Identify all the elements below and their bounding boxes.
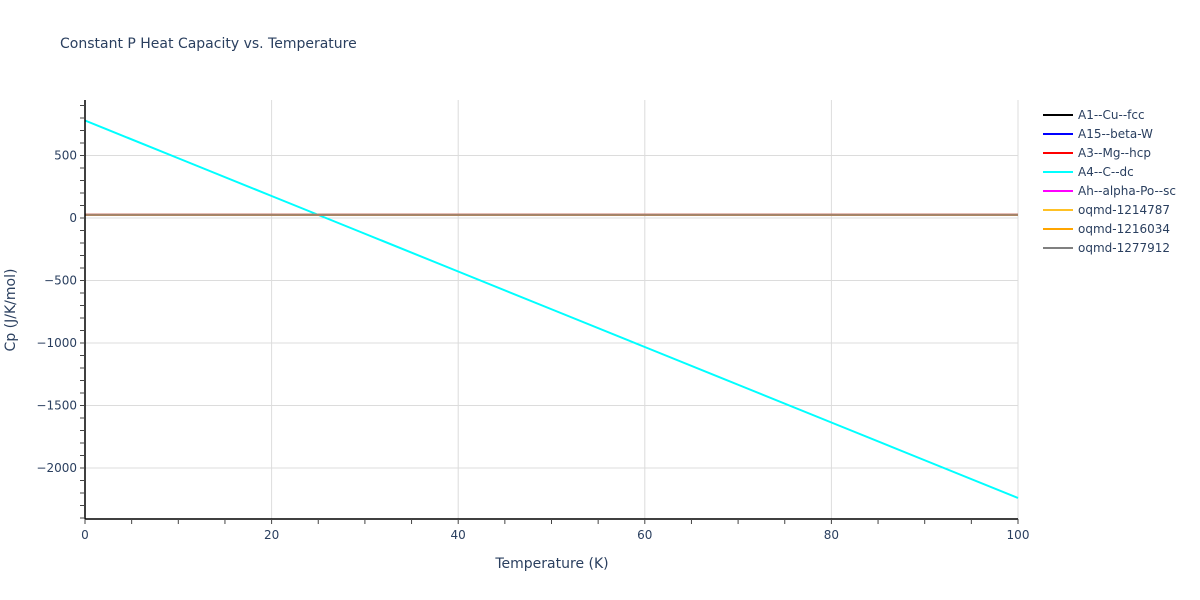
y-tick-label: −2000: [36, 461, 77, 475]
y-tick-label: 0: [69, 211, 77, 225]
legend-item[interactable]: Ah--alpha-Po--sc: [1040, 181, 1176, 200]
trace-A4--C--dc[interactable]: [84, 119, 1019, 499]
x-tick-label: 60: [637, 528, 652, 542]
y-axis-title: Cp (J/K/mol): [3, 269, 19, 352]
y-tick-label: −1500: [36, 399, 77, 413]
y-tick-label: −1000: [36, 336, 77, 350]
axes: 0 20 40 60 80 100 −2000 −1500 −1000 −500 0 500: [36, 100, 1029, 542]
legend-line-icon: [1043, 132, 1073, 135]
legend-line-icon: [1043, 151, 1073, 154]
legend-line-icon: [1043, 208, 1073, 211]
legend-label: A4--C--dc: [1078, 164, 1134, 179]
legend-label: A3--Mg--hcp: [1078, 145, 1151, 160]
y-tick-label: −500: [44, 274, 77, 288]
legend-item[interactable]: A15--beta-W: [1040, 124, 1176, 143]
legend-item[interactable]: A3--Mg--hcp: [1040, 143, 1176, 162]
legend-item[interactable]: oqmd-1214787: [1040, 200, 1176, 219]
legend-label: oqmd-1277912: [1078, 240, 1171, 255]
y-tick-label: 500: [54, 149, 77, 163]
legend-item[interactable]: A4--C--dc: [1040, 162, 1176, 181]
x-tick-label: 80: [824, 528, 839, 542]
legend-label: A1--Cu--fcc: [1078, 107, 1145, 122]
legend-label: Ah--alpha-Po--sc: [1078, 183, 1176, 198]
x-axis-title: Temperature (K): [494, 556, 608, 572]
x-tick-label: 100: [1007, 528, 1030, 542]
legend-item[interactable]: A1--Cu--fcc: [1040, 105, 1176, 124]
legend-line-icon: [1043, 227, 1073, 230]
legend-label: A15--beta-W: [1078, 126, 1153, 141]
legend-item[interactable]: oqmd-1277912: [1040, 238, 1176, 257]
legend-line-icon: [1043, 170, 1073, 173]
x-tick-label: 0: [81, 528, 89, 542]
legend-line-icon: [1043, 113, 1073, 116]
legend-item[interactable]: oqmd-1216034: [1040, 219, 1176, 238]
legend-line-icon: [1043, 189, 1073, 192]
legend: A1--Cu--fcc A15--beta-W A3--Mg--hcp A4--C--…: [1040, 105, 1176, 257]
legend-label: oqmd-1214787: [1078, 202, 1171, 217]
traces: [84, 119, 1019, 499]
chart-title: Constant P Heat Capacity vs. Temperature: [60, 36, 357, 52]
legend-line-icon: [1043, 246, 1073, 249]
gridlines: [85, 100, 1019, 519]
x-tick-label: 20: [264, 528, 279, 542]
x-tick-label: 40: [451, 528, 466, 542]
legend-label: oqmd-1216034: [1078, 221, 1171, 236]
